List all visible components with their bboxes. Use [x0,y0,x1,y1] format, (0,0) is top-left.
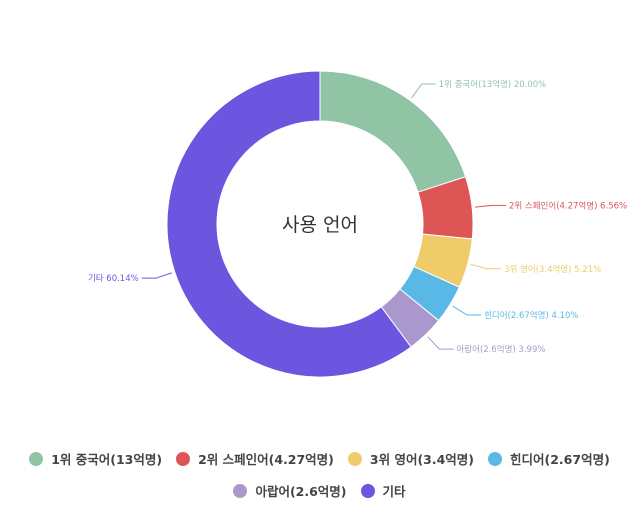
legend-item-chinese[interactable]: 1위 중국어(13억명) [29,449,162,468]
label-leader-line [452,305,482,316]
slice-data-label: 3위 영어(3.4억명) 5.21% [504,264,601,275]
chart-title: 사용 언어 [282,214,358,236]
slice-data-label: 아랍어(2.6억명) 3.99% [456,344,545,355]
label-leader-line [427,336,454,350]
label-leader-line [475,204,506,208]
legend-item-spanish[interactable]: 2위 스페인어(4.27억명) [176,449,334,468]
slice-data-label: 2위 스페인어(4.27억명) 6.56% [509,200,627,211]
legend-label: 힌디어(2.67억명) [510,452,610,467]
legend-swatch [233,483,248,498]
label-leader-line [141,272,173,279]
legend-swatch [176,451,191,466]
legend-label: 2위 스페인어(4.27억명) [198,452,334,467]
slice-data-label: 1위 중국어(13억명) 20.00% [439,79,547,90]
legend-label: 3위 영어(3.4억명) [369,452,475,467]
legend-item-arabic[interactable]: 아랍어(2.6억명) [233,481,347,500]
legend-item-hindi[interactable]: 힌디어(2.67억명) [488,449,610,468]
legend-label: 1위 중국어(13억명) [51,452,163,467]
legend-label: 아랍어(2.6억명) [255,484,347,499]
legend-item-other[interactable]: 기타 [360,481,406,500]
legend-swatch [29,451,44,466]
slice-data-label: 기타 60.14% [88,274,139,284]
legend-swatch [488,451,503,466]
label-leader-line [470,263,502,270]
legend-row-1: 1위 중국어(13억명) 2위 스페인어(4.27억명) 3위 영어(3.4억명… [0,449,639,468]
label-leader-line [411,83,436,99]
legend-label: 기타 [382,484,406,499]
donut-chart: 사용 언어 1위 중국어(13억명) 20.00% 2위 스페인어(4.27억명)… [88,70,627,378]
slice-data-label: 힌디어(2.67억명) 4.10% [484,310,578,321]
pie-slice[interactable] [166,70,412,378]
legend-row-2: 아랍어(2.6억명) 기타 [0,481,639,500]
legend-swatch [360,483,375,498]
legend-swatch [347,451,362,466]
legend-item-english[interactable]: 3위 영어(3.4억명) [347,449,475,468]
